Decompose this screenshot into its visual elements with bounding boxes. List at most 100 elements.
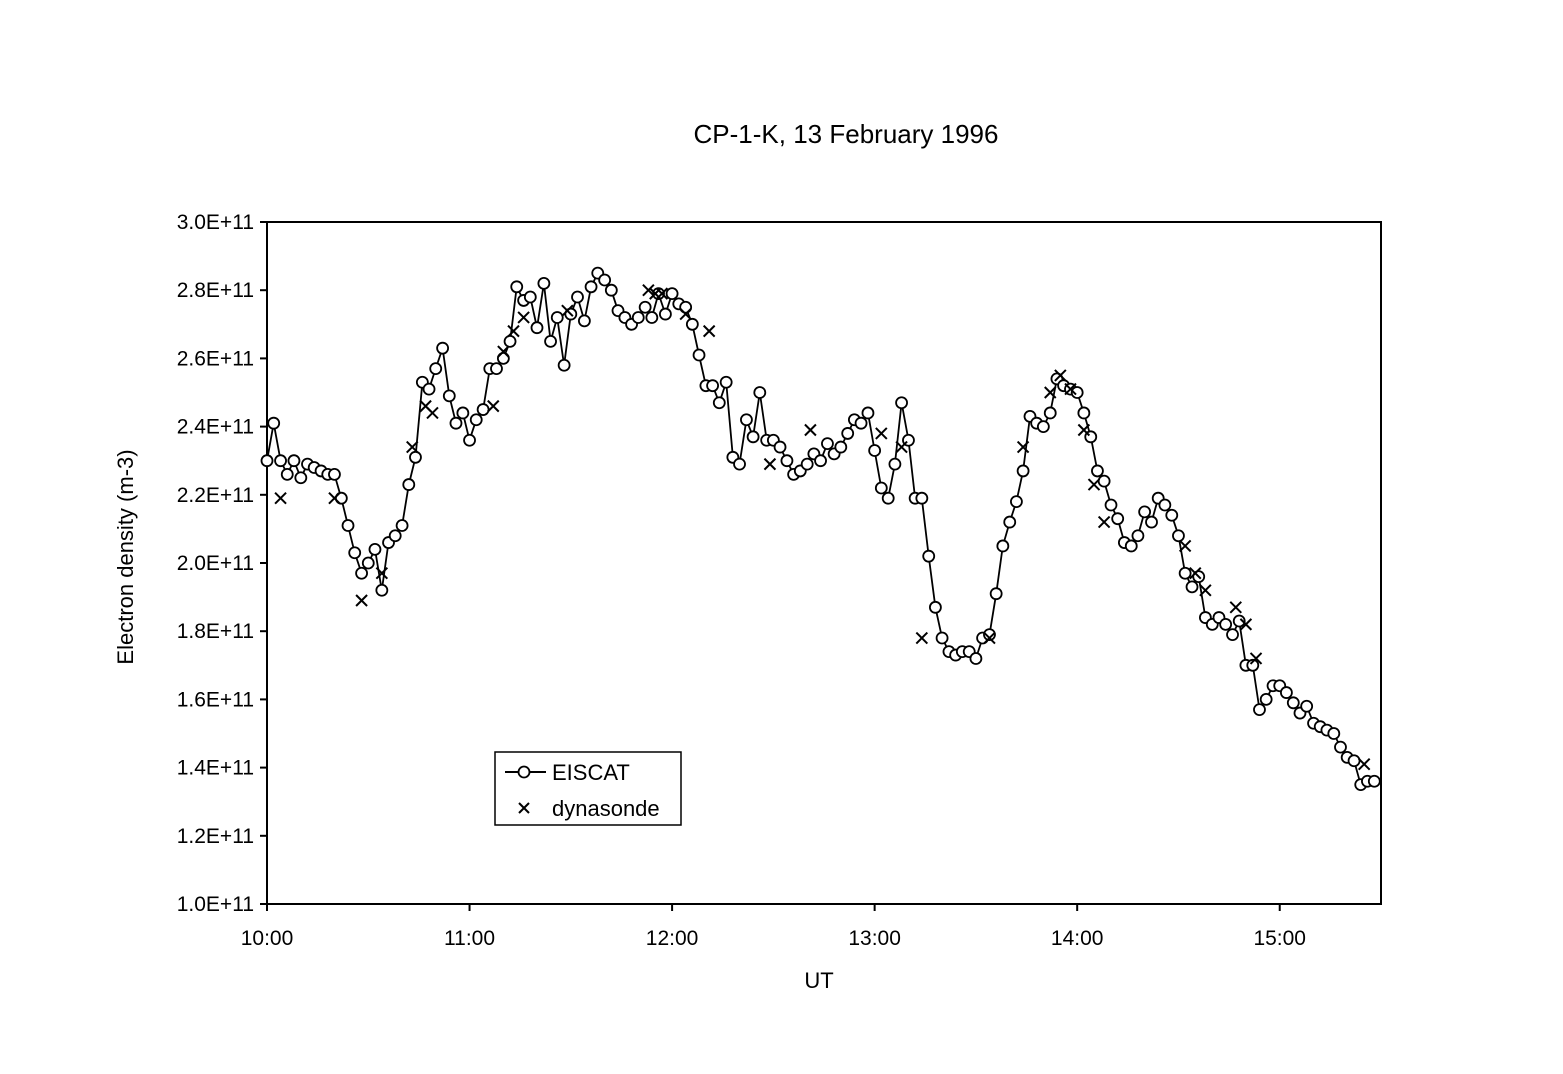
- data-point-eiscat: [409, 450, 422, 464]
- data-point-eiscat: [733, 457, 746, 471]
- data-point-eiscat: [510, 280, 524, 294]
- data-point-eiscat: [375, 583, 389, 597]
- data-point-eiscat: [1145, 515, 1158, 529]
- data-point-dynasonde: [274, 492, 287, 505]
- data-point-eiscat: [1327, 727, 1341, 740]
- data-point-dynasonde: [1199, 584, 1212, 597]
- data-point-eiscat: [267, 416, 281, 430]
- data-point-dynasonde: [517, 311, 530, 324]
- data-point-eiscat: [773, 440, 787, 454]
- data-point-eiscat: [996, 539, 1010, 553]
- data-point-eiscat: [1300, 699, 1314, 713]
- data-point-eiscat: [1219, 617, 1233, 631]
- data-point-eiscat: [280, 467, 294, 481]
- data-point-eiscat: [395, 519, 409, 532]
- data-point-eiscat: [854, 416, 868, 430]
- data-point-eiscat: [1232, 614, 1246, 628]
- data-point-eiscat: [463, 433, 476, 447]
- data-point-eiscat: [800, 457, 814, 471]
- data-point-eiscat: [530, 321, 544, 335]
- y-tick-label: 2.2E+11: [177, 484, 254, 507]
- data-point-eiscat: [922, 549, 936, 563]
- data-point-eiscat: [1138, 505, 1152, 519]
- data-point-eiscat: [753, 386, 767, 399]
- x-axis-ticks: 10:00 11:00 12:00 13:00 14:00 15:00: [241, 904, 1306, 950]
- y-tick-label: 3.0E+11: [177, 211, 254, 234]
- y-tick-label: 2.0E+11: [177, 552, 254, 575]
- x-tick-label: 13:00: [848, 927, 901, 950]
- data-point-dynasonde: [875, 427, 888, 440]
- data-point-eiscat: [355, 566, 368, 580]
- x-tick-label: 12:00: [646, 927, 699, 950]
- data-point-dynasonde: [1178, 539, 1192, 553]
- data-point-eiscat: [348, 546, 362, 560]
- chart-title: CP-1-K, 13 February 1996: [694, 119, 999, 149]
- data-point-dynasonde: [1016, 440, 1030, 454]
- data-point-eiscat: [456, 406, 470, 420]
- data-point-eiscat: [604, 283, 618, 297]
- data-point-eiscat: [1172, 529, 1185, 543]
- data-point-eiscat: [368, 542, 382, 556]
- data-point-eiscat: [638, 300, 652, 314]
- data-point-eiscat: [1124, 539, 1138, 553]
- data-point-eiscat: [476, 403, 490, 416]
- data-point-eiscat: [841, 427, 855, 440]
- data-point-eiscat: [341, 519, 355, 532]
- data-point-eiscat: [361, 556, 375, 570]
- data-point-eiscat: [1185, 580, 1199, 594]
- data-point-dynasonde: [1229, 601, 1242, 614]
- data-point-dynasonde: [1189, 567, 1202, 580]
- data-point-dynasonde: [328, 492, 341, 505]
- data-point-eiscat: [442, 389, 456, 403]
- data-point-eiscat: [895, 396, 908, 410]
- y-axis-label: Electron density (m-3): [113, 449, 138, 664]
- data-point-eiscat: [983, 628, 996, 642]
- data-point-dynasonde: [804, 423, 817, 437]
- x-tick-label: 14:00: [1051, 927, 1104, 950]
- data-point-eiscat: [260, 454, 274, 468]
- data-point-eiscat: [821, 437, 834, 451]
- data-point-eiscat: [1016, 464, 1030, 478]
- data-point-dynasonde: [375, 567, 389, 580]
- data-point-eiscat: [1165, 508, 1179, 522]
- data-point-eiscat: [287, 454, 301, 468]
- data-point-eiscat: [780, 454, 794, 468]
- legend-dynasonde-marker: [518, 802, 530, 814]
- data-point-eiscat: [328, 467, 341, 481]
- data-point-eiscat: [706, 379, 719, 393]
- data-point-eiscat: [929, 600, 942, 614]
- data-point-dynasonde: [561, 304, 574, 317]
- y-tick-label: 1.0E+11: [177, 893, 254, 916]
- data-point-eiscat: [469, 413, 483, 427]
- x-tick-label: 10:00: [241, 927, 294, 950]
- data-point-dynasonde: [655, 287, 669, 300]
- data-point-eiscat: [550, 311, 564, 324]
- data-point-eiscat: [1253, 703, 1266, 717]
- y-tick-label: 1.2E+11: [177, 825, 254, 848]
- data-point-eiscat: [598, 273, 612, 287]
- data-point-eiscat: [436, 341, 450, 355]
- data-point-eiscat: [1131, 529, 1145, 543]
- y-tick-label: 1.4E+11: [177, 757, 254, 780]
- data-point-eiscat: [1178, 566, 1192, 580]
- data-point-eiscat: [645, 311, 659, 324]
- data-point-dynasonde: [642, 283, 655, 297]
- data-point-eiscat: [557, 358, 571, 372]
- data-point-dynasonde: [355, 594, 368, 607]
- data-point-eiscat: [402, 478, 416, 491]
- data-point-dynasonde: [426, 406, 439, 420]
- x-tick-label: 15:00: [1253, 927, 1306, 950]
- data-point-eiscat: [1286, 696, 1300, 710]
- data-point-dynasonde: [507, 324, 520, 338]
- series-dynasonde: [274, 283, 1371, 771]
- data-point-dynasonde: [1097, 515, 1111, 529]
- data-point-eiscat: [740, 413, 753, 427]
- data-point-eiscat: [1334, 740, 1347, 754]
- y-axis-ticks: 1.0E+11 1.2E+11 1.4E+11 1.6E+11 1.8E+11 2.0E+…: [177, 211, 267, 916]
- y-tick-label: 1.6E+11: [177, 688, 254, 711]
- data-point-eiscat: [1111, 512, 1125, 526]
- data-point-eiscat: [537, 276, 551, 290]
- plot-area: [266, 221, 1382, 905]
- data-point-dynasonde: [1357, 757, 1371, 771]
- data-point-eiscat: [544, 334, 557, 348]
